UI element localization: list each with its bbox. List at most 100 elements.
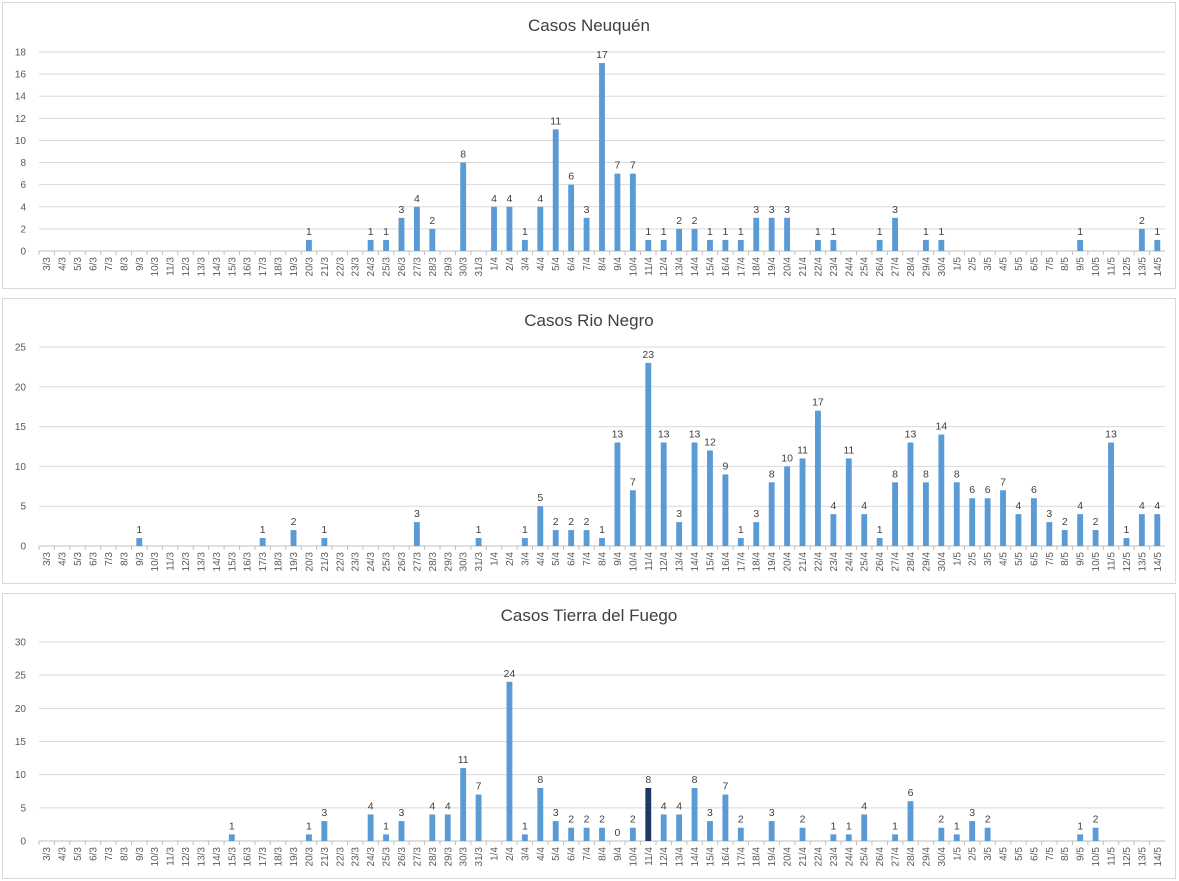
x-tick-label: 5/5 — [1014, 257, 1025, 271]
x-tick-label: 24/3 — [366, 847, 377, 867]
x-tick-label: 24/4 — [844, 552, 855, 572]
data-label: 4 — [537, 193, 543, 205]
y-tick-label: 5 — [20, 502, 26, 513]
x-tick-label: 11/3 — [166, 552, 177, 571]
data-label: 1 — [136, 524, 142, 536]
data-label: 1 — [229, 820, 235, 832]
x-tick-label: 30/4 — [937, 257, 948, 277]
data-label: 8 — [954, 468, 960, 480]
bar — [830, 239, 837, 251]
x-tick-label: 8/4 — [598, 257, 609, 271]
x-tick-label: 8/3 — [119, 257, 130, 271]
data-label: 1 — [1154, 226, 1160, 238]
x-tick-label: 11/4 — [644, 257, 655, 276]
x-tick-label: 5/4 — [551, 257, 562, 271]
x-tick-label: 3/5 — [983, 847, 994, 861]
x-tick-label: 4/4 — [536, 847, 547, 861]
x-tick-label: 13/4 — [675, 257, 686, 277]
data-label: 8 — [892, 468, 898, 480]
bar — [722, 474, 729, 546]
data-label: 4 — [830, 500, 836, 512]
x-tick-label: 3/4 — [520, 552, 531, 566]
data-label: 17 — [596, 49, 608, 61]
y-tick-label: 30 — [15, 638, 27, 649]
x-tick-label: 13/4 — [675, 552, 686, 572]
data-label: 1 — [368, 226, 374, 238]
x-tick-label: 6/4 — [567, 552, 578, 566]
bar — [876, 538, 883, 546]
x-tick-label: 15/4 — [705, 847, 716, 867]
bar — [552, 129, 559, 251]
bar — [521, 538, 528, 546]
data-label: 3 — [1046, 508, 1052, 520]
y-tick-label: 15 — [15, 737, 27, 748]
bar — [599, 827, 605, 841]
x-tick-label: 2/5 — [968, 847, 979, 861]
x-tick-label: 10/5 — [1091, 552, 1102, 572]
data-label: 17 — [812, 397, 824, 409]
bar — [938, 827, 945, 841]
data-label: 1 — [383, 226, 389, 238]
x-tick-label: 26/4 — [875, 552, 886, 572]
bar — [537, 506, 544, 546]
bar — [768, 821, 775, 841]
chart-panel-neuquen: Casos Neuquén 0 2 4 6 8 10 12 14 16 18 3/3 4/3 5/3 6/3… — [2, 2, 1176, 289]
x-tick-label: 11/3 — [166, 257, 177, 276]
x-tick-label: 4/3 — [58, 552, 69, 566]
x-tick-label: 25/4 — [860, 257, 871, 277]
bar — [845, 458, 852, 546]
data-label: 1 — [306, 226, 312, 238]
data-label: 7 — [1000, 476, 1006, 488]
x-tick-label: 17/4 — [736, 847, 747, 867]
x-tick-label: 11/3 — [166, 847, 177, 866]
x-tick-label: 7/3 — [104, 847, 115, 861]
x-tick-label: 11/4 — [644, 847, 655, 866]
x-tick-label: 20/4 — [783, 257, 794, 277]
y-tick-label: 5 — [20, 803, 26, 814]
data-label: 3 — [584, 204, 590, 216]
data-label: 2 — [584, 516, 590, 528]
bar — [413, 522, 420, 546]
x-tick-label: 21/4 — [798, 552, 809, 572]
y-tick-label: 8 — [20, 158, 26, 169]
bar — [830, 834, 837, 841]
x-tick-label: 8/3 — [119, 847, 130, 861]
bar — [722, 794, 729, 841]
x-tick-label: 4/3 — [58, 847, 69, 861]
bar — [1138, 228, 1145, 251]
bar — [537, 787, 544, 841]
bar — [907, 801, 914, 841]
x-tick-label: 6/3 — [88, 847, 99, 861]
data-label: 5 — [537, 492, 543, 504]
x-tick-label: 23/3 — [351, 257, 362, 277]
data-label: 1 — [846, 820, 852, 832]
x-tick-label: 16/4 — [721, 847, 732, 867]
x-tick-label: 16/3 — [243, 552, 254, 572]
x-tick-label: 27/4 — [891, 257, 902, 277]
x-tick-label: 2/4 — [505, 552, 516, 566]
x-tick-label: 27/4 — [891, 847, 902, 867]
bar — [1154, 514, 1161, 546]
x-tick-label: 12/4 — [659, 847, 670, 867]
data-label: 1 — [707, 226, 713, 238]
bar — [922, 482, 929, 546]
x-tick-label: 20/3 — [304, 847, 315, 867]
data-label: 1 — [954, 820, 960, 832]
data-label: 6 — [908, 787, 914, 799]
data-label: 9 — [722, 460, 728, 472]
data-label: 3 — [892, 204, 898, 216]
x-tick-label: 27/3 — [412, 847, 423, 867]
bar — [367, 814, 374, 841]
x-tick-label: 9/3 — [135, 552, 146, 566]
y-tick-label: 10 — [15, 462, 27, 473]
x-tick-label: 1/5 — [952, 257, 963, 271]
x-tick-label: 23/3 — [351, 847, 362, 867]
data-label: 8 — [645, 774, 651, 786]
x-tick-label: 10/4 — [628, 257, 639, 277]
y-tick-label: 10 — [15, 770, 27, 781]
bar — [830, 514, 837, 546]
y-tick-label: 18 — [15, 48, 27, 59]
data-label: 1 — [815, 226, 821, 238]
x-tick-label: 6/3 — [88, 257, 99, 271]
bar — [660, 239, 667, 251]
